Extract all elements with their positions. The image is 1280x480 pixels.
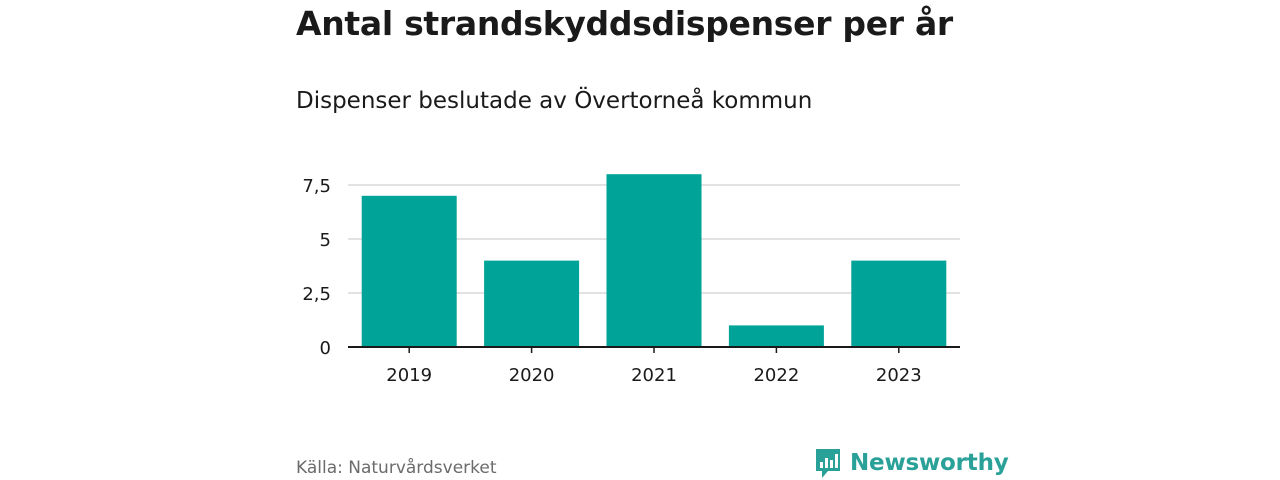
chart-title: Antal strandskyddsdispenser per år xyxy=(296,4,953,43)
y-tick-label: 2,5 xyxy=(302,284,331,305)
chart-subtitle: Dispenser beslutade av Övertorneå kommun xyxy=(296,88,813,114)
bar-chart: 0 2,5 5 7,5 2019 2020 2021 2022 2023 xyxy=(302,174,960,386)
bars xyxy=(361,174,947,347)
y-tick-label: 7,5 xyxy=(302,176,331,197)
x-tick-label: 2019 xyxy=(386,365,432,386)
x-tick-label: 2022 xyxy=(753,365,799,386)
bar-2023 xyxy=(851,260,947,347)
y-tick-label: 5 xyxy=(320,230,331,251)
source-note: Källa: Naturvårdsverket xyxy=(296,458,497,478)
bar-2020 xyxy=(484,260,580,347)
brand-logo: Newsworthy xyxy=(814,447,1009,479)
brand-name: Newsworthy xyxy=(850,450,1009,476)
bar-2022 xyxy=(728,325,824,347)
x-tick-label: 2023 xyxy=(876,365,922,386)
x-tick-label: 2020 xyxy=(509,365,555,386)
newsworthy-logo-icon xyxy=(816,449,840,478)
bar-2021 xyxy=(606,174,702,347)
y-axis-ticks: 0 2,5 5 7,5 xyxy=(302,176,331,359)
y-tick-label: 0 xyxy=(320,338,331,359)
x-tick-label: 2021 xyxy=(631,365,677,386)
x-axis-ticks: 2019 2020 2021 2022 2023 xyxy=(386,347,922,386)
bar-2019 xyxy=(361,195,457,347)
